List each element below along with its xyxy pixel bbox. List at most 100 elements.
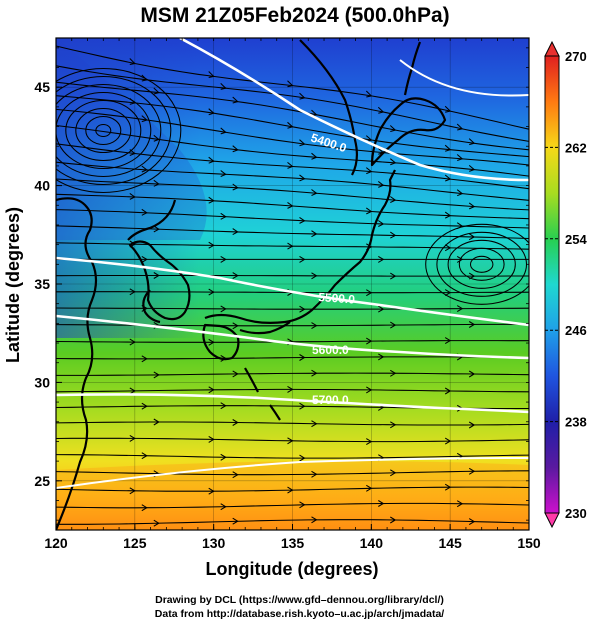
streamline	[56, 356, 529, 360]
streamline-arrow	[444, 289, 452, 297]
streamline-arrow	[365, 207, 373, 215]
streamline-arrow	[299, 454, 306, 462]
coastlines	[56, 39, 447, 530]
y-axis-label: Latitude (degrees)	[3, 207, 23, 363]
streamline-arrow	[141, 452, 148, 460]
streamline	[56, 274, 529, 277]
streamline-arrow	[299, 354, 306, 361]
streamline-arrow	[232, 471, 239, 479]
streamline-arrow	[287, 437, 294, 445]
streamline-arrow	[287, 80, 294, 88]
x-tick-label: 140	[360, 535, 384, 551]
contour-5500-line	[56, 256, 529, 327]
lat-lon-grid	[56, 38, 529, 530]
streamline	[56, 307, 529, 310]
contour-label-5500: 5500.0	[318, 290, 356, 307]
streamline-arrow	[208, 386, 215, 394]
streamline-arrow	[153, 418, 160, 426]
streamline	[56, 65, 529, 142]
x-tick-label: 135	[281, 535, 305, 551]
y-tick-label: 30	[34, 374, 50, 390]
primorye-coast	[299, 39, 359, 176]
streamline-arrow	[153, 134, 160, 142]
streamline-arrow	[232, 322, 239, 330]
streamline-arrow	[287, 121, 294, 129]
streamline-arrow	[456, 305, 464, 313]
streamline-arrow	[208, 241, 215, 249]
streamline-arrow	[232, 272, 239, 280]
streamline-arrow	[311, 369, 318, 377]
streamline-arrow	[220, 170, 227, 177]
streamline-arrow	[456, 189, 464, 197]
streamline-arrow	[220, 83, 227, 90]
streamline-arrow	[208, 435, 215, 443]
contour-5600-line	[56, 314, 529, 360]
streamline	[56, 421, 529, 426]
streamline-arrow	[232, 517, 239, 525]
china-coast	[56, 197, 98, 530]
contour-5300-line	[399, 59, 529, 97]
streamline-arrow	[311, 470, 318, 478]
cyclone-swirl	[85, 115, 122, 146]
streamline-arrow	[232, 370, 239, 378]
streamline-arrow	[444, 174, 452, 182]
shikoku-coast	[239, 321, 291, 335]
streamline-arrow	[366, 484, 373, 492]
streamline-arrow	[468, 138, 476, 146]
streamline-arrow	[141, 355, 148, 363]
streamline-arrow	[390, 231, 397, 239]
streamline-arrow	[456, 154, 464, 161]
streamline-arrow	[153, 87, 160, 95]
streamline-arrow	[287, 242, 294, 250]
y-tick-label: 40	[34, 178, 50, 194]
colorbar-tick-label: 230	[565, 506, 587, 521]
x-tick-label: 150	[517, 535, 541, 551]
hokkaido-coast	[370, 97, 447, 167]
streamline-arrow	[299, 174, 306, 182]
streamline-arrow	[444, 437, 452, 445]
credit-line-1: Drawing by DCL (https://www.gfd–dennou.o…	[155, 594, 444, 606]
streamline-arrow	[208, 196, 215, 204]
colorbar-min-triangle	[544, 512, 560, 529]
streamline-arrow	[389, 125, 397, 133]
streamline-arrow	[390, 369, 397, 377]
streamline-arrow	[129, 338, 136, 346]
streamline-arrow	[468, 321, 476, 328]
streamline-arrow	[220, 503, 227, 511]
streamline-arrow	[378, 305, 385, 313]
streamline-arrow	[232, 183, 239, 191]
y-tick-label: 45	[34, 79, 50, 95]
streamline-arrow	[141, 255, 148, 263]
streamline-arrow	[153, 225, 160, 233]
streamline-arrow	[129, 387, 136, 395]
streamline-arrow	[299, 139, 306, 147]
streamline-arrow	[444, 144, 452, 152]
streamline-arrow	[208, 288, 215, 296]
streamline-arrow	[311, 272, 318, 280]
streamline-arrow	[220, 212, 227, 220]
credit-line-2: Data from http://database.rish.kyoto–u.a…	[154, 608, 445, 620]
streamline-arrow	[444, 211, 452, 219]
streamline-arrow	[456, 255, 464, 263]
streamline-arrow	[232, 145, 239, 153]
streamline-arrow	[287, 201, 294, 209]
cyclone-swirl	[56, 83, 162, 178]
east-swirl	[458, 247, 505, 281]
cold-air-mass	[56, 38, 207, 240]
x-axis: 120 125 130 135 140 145 150	[44, 38, 541, 551]
streamline-arrow	[444, 244, 452, 252]
streamline-arrow	[129, 288, 136, 296]
map-title: MSM 21Z05Feb2024 (500.0hPa)	[140, 4, 449, 27]
streamline-arrow	[311, 420, 318, 428]
streamline-arrow	[444, 337, 452, 345]
colorbar: 230 238 246 254 262 270	[544, 40, 587, 529]
streamline	[56, 178, 529, 211]
colorbar-tick-label: 246	[565, 323, 587, 338]
streamline-arrow	[287, 486, 294, 494]
east-swirl	[425, 223, 529, 305]
contour-5400-line	[179, 38, 529, 182]
streamline-arrow	[220, 255, 227, 263]
streamline-arrow	[153, 272, 160, 279]
streamline-arrow	[208, 338, 215, 346]
